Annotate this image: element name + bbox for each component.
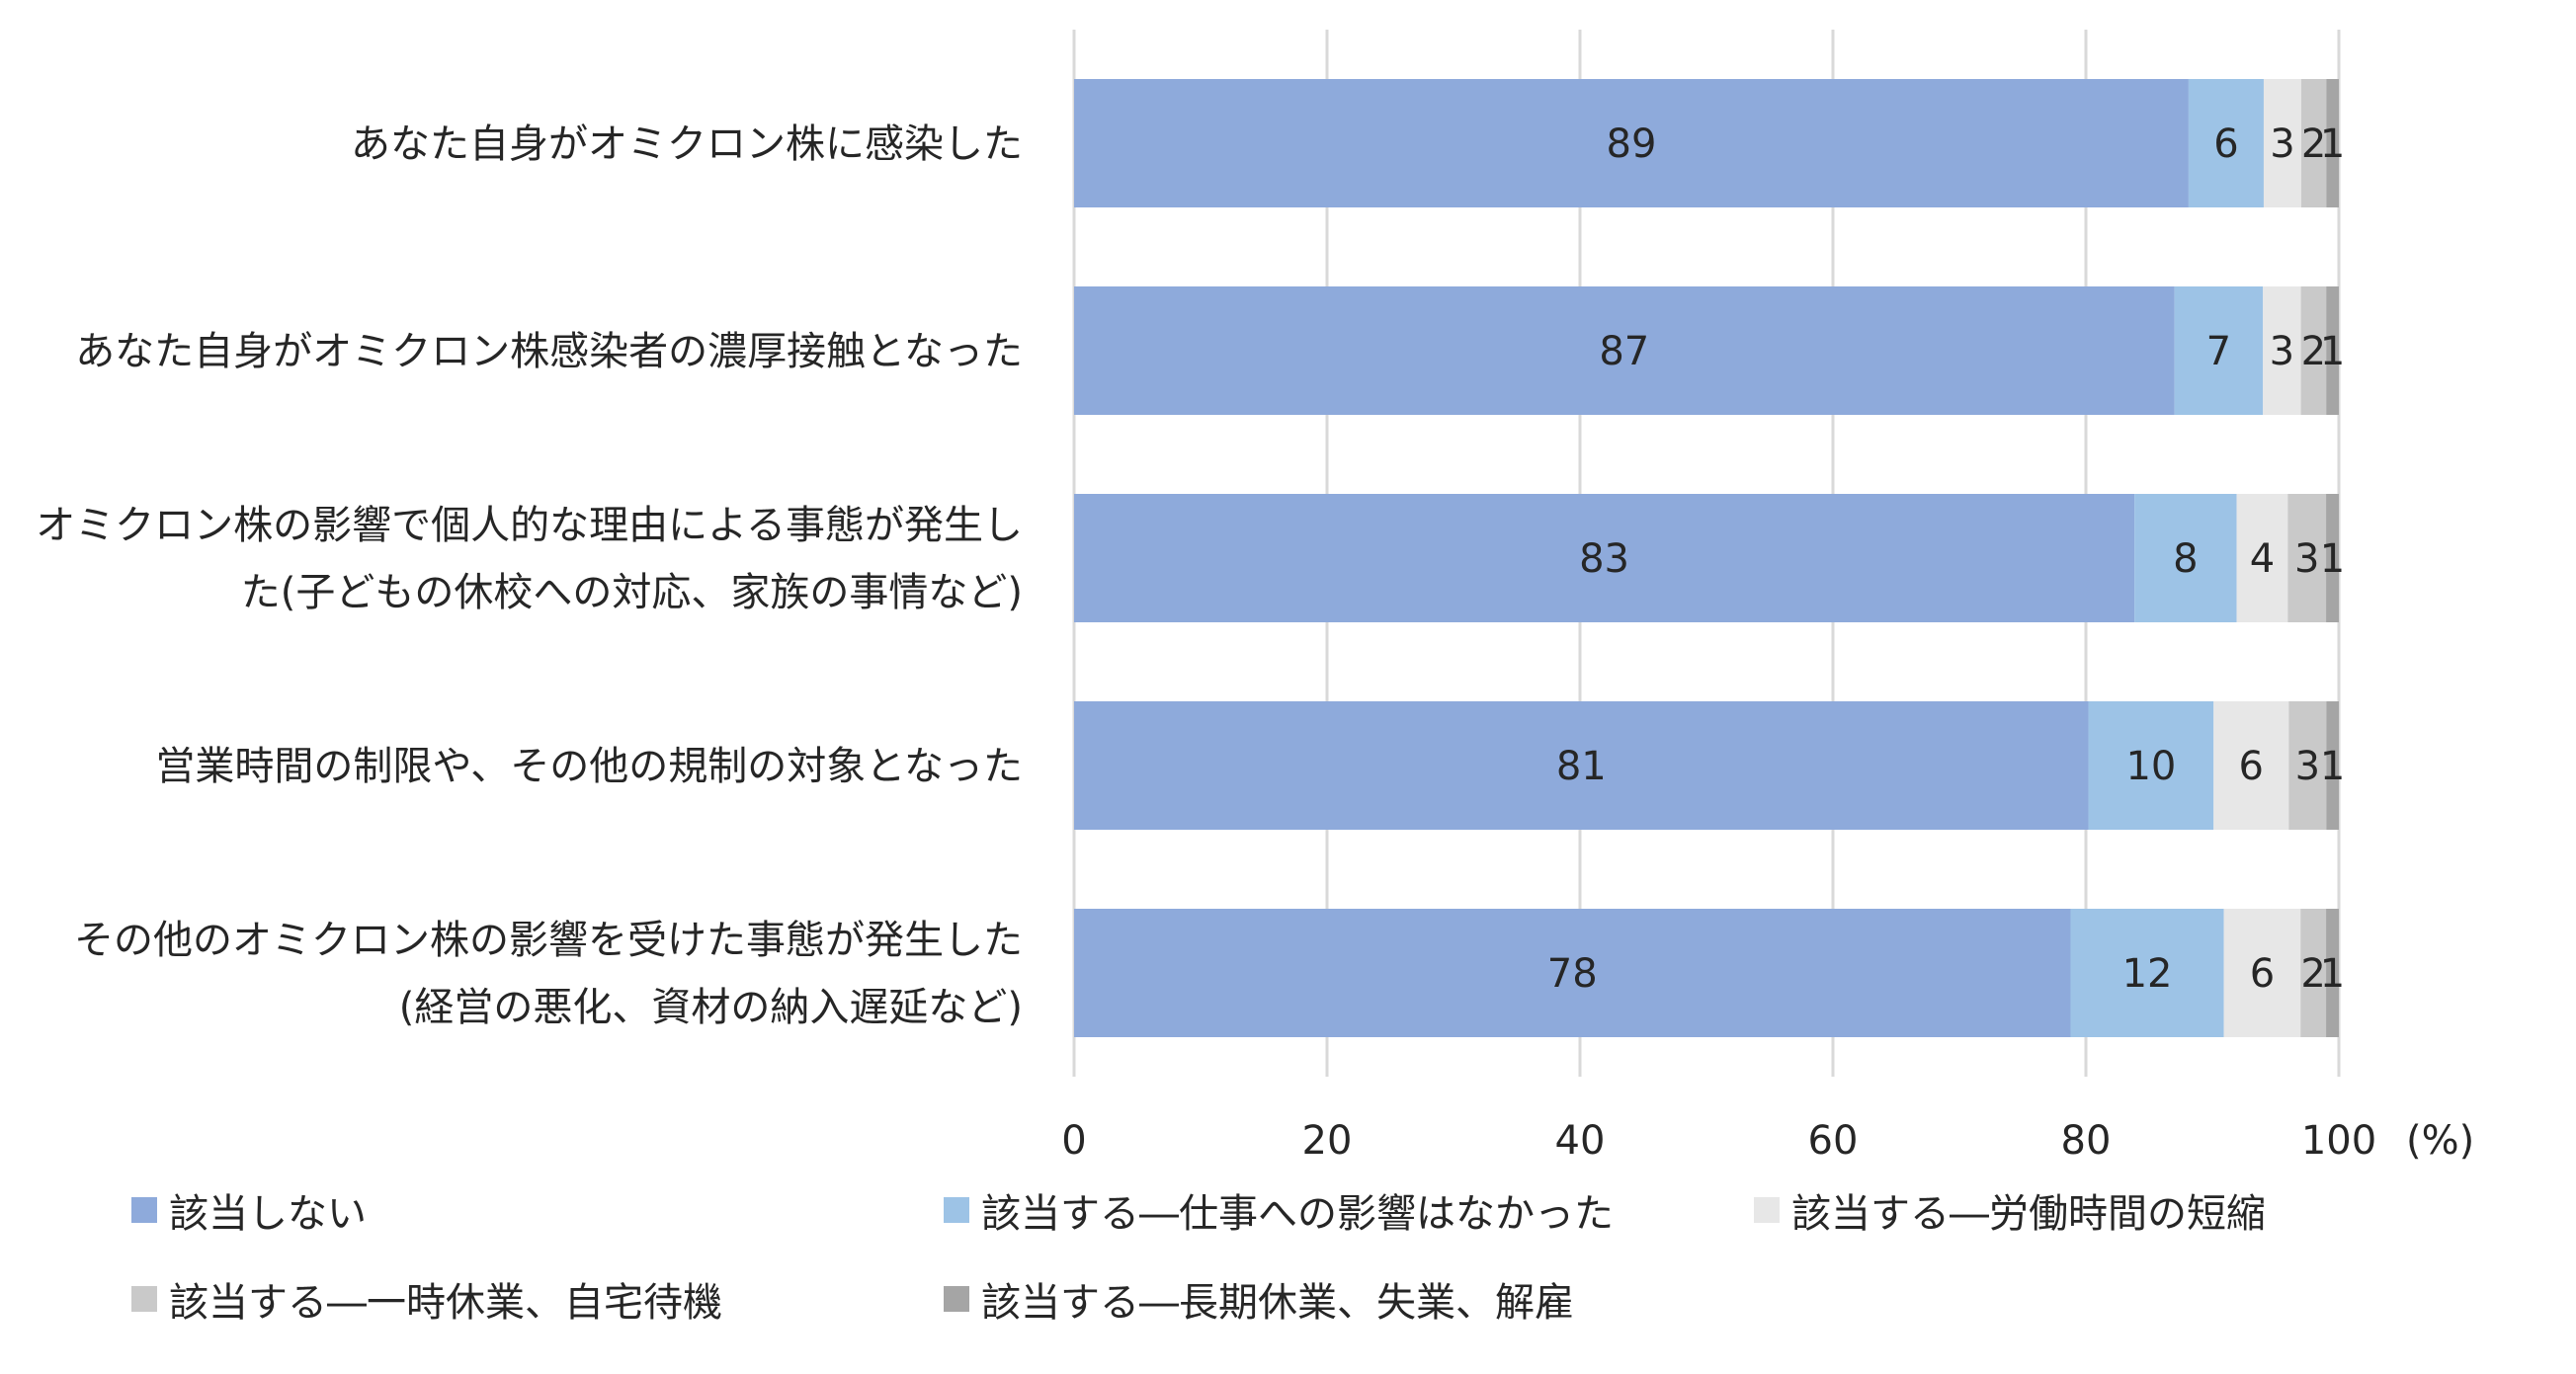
category-labels: あなた自身がオミクロン株に感染したあなた自身がオミクロン株感染者の濃厚接触となっ… xyxy=(36,121,1023,1030)
bar-segment xyxy=(2213,701,2289,830)
data-label: 1 xyxy=(2320,951,2345,997)
category-label: あなた自身がオミクロン株感染者の濃厚接触となった xyxy=(75,329,1023,374)
data-label: 3 xyxy=(2295,744,2320,789)
x-tick-label: 60 xyxy=(1808,1118,1859,1164)
bar-segment xyxy=(2088,701,2214,830)
data-label: 7 xyxy=(2206,329,2231,374)
data-label: 1 xyxy=(2320,329,2345,374)
bar-segment xyxy=(2326,909,2339,1037)
x-axis-unit-label: (%) xyxy=(2406,1118,2474,1164)
data-label: 6 xyxy=(2250,951,2275,997)
data-label: 1 xyxy=(2320,744,2345,789)
bar-segment xyxy=(2188,79,2264,207)
x-tick-label: 100 xyxy=(2301,1118,2376,1164)
bar-segment xyxy=(2223,909,2301,1037)
bar-segment xyxy=(2300,909,2327,1037)
bar-segment xyxy=(2263,286,2301,415)
bar-segment xyxy=(2236,494,2288,622)
x-tick-label: 80 xyxy=(2061,1118,2112,1164)
category-label: た(子どもの休校への対応、家族の事情など) xyxy=(241,570,1023,615)
data-label: 2 xyxy=(2301,329,2326,374)
data-label: 2 xyxy=(2301,121,2326,167)
x-tick-label: 40 xyxy=(1555,1118,1606,1164)
bar-segment xyxy=(2326,701,2339,830)
bar-segment xyxy=(2287,494,2327,622)
data-label: 6 xyxy=(2239,744,2264,789)
bar-segment xyxy=(1074,79,2189,207)
category-label: 営業時間の制限や、その他の規制の対象となった xyxy=(155,744,1023,789)
x-tick-label: 20 xyxy=(1302,1118,1353,1164)
data-label: 12 xyxy=(2122,951,2173,997)
bar-segment xyxy=(2326,79,2339,207)
bar-segment xyxy=(2326,286,2339,415)
data-label: 8 xyxy=(2173,536,2198,582)
x-axis-ticks: 0 20 40 60 80 100 xyxy=(1061,1118,2376,1164)
data-label: 1 xyxy=(2320,536,2345,582)
bar-segment xyxy=(2300,79,2327,207)
data-label: 6 xyxy=(2213,121,2238,167)
data-label: 4 xyxy=(2250,536,2275,582)
data-label: 78 xyxy=(1547,951,1598,997)
bar-segment xyxy=(2263,79,2301,207)
bar-segment xyxy=(2070,909,2224,1037)
data-label: 1 xyxy=(2320,121,2345,167)
category-label: あなた自身がオミクロン株に感染した xyxy=(351,121,1023,167)
bar-segment xyxy=(2288,701,2327,830)
bar-segment xyxy=(1074,909,2071,1037)
data-label: 10 xyxy=(2125,744,2176,789)
bar-segment xyxy=(2326,494,2339,622)
data-label: 3 xyxy=(2294,536,2319,582)
data-label: 2 xyxy=(2300,951,2325,997)
bar-segment xyxy=(2300,286,2327,415)
bar-segment xyxy=(1074,286,2175,415)
category-label: (経営の悪化、資材の納入遅延など) xyxy=(399,985,1023,1030)
bar-segment xyxy=(1074,701,2089,830)
data-label: 3 xyxy=(2270,121,2294,167)
category-label: その他のオミクロン株の影響を受けた事態が発生した xyxy=(74,918,1023,963)
data-label: 3 xyxy=(2270,329,2294,374)
bar-segment xyxy=(1074,494,2135,622)
data-label: 87 xyxy=(1599,329,1649,374)
x-tick-label: 0 xyxy=(1061,1118,1086,1164)
data-label: 83 xyxy=(1579,536,1629,582)
data-label: 89 xyxy=(1607,121,1657,167)
category-label: オミクロン株の影響で個人的な理由による事態が発生し xyxy=(36,503,1023,548)
data-label: 81 xyxy=(1556,744,1607,789)
bar-segment xyxy=(2134,494,2237,622)
bar-segment xyxy=(2174,286,2264,415)
